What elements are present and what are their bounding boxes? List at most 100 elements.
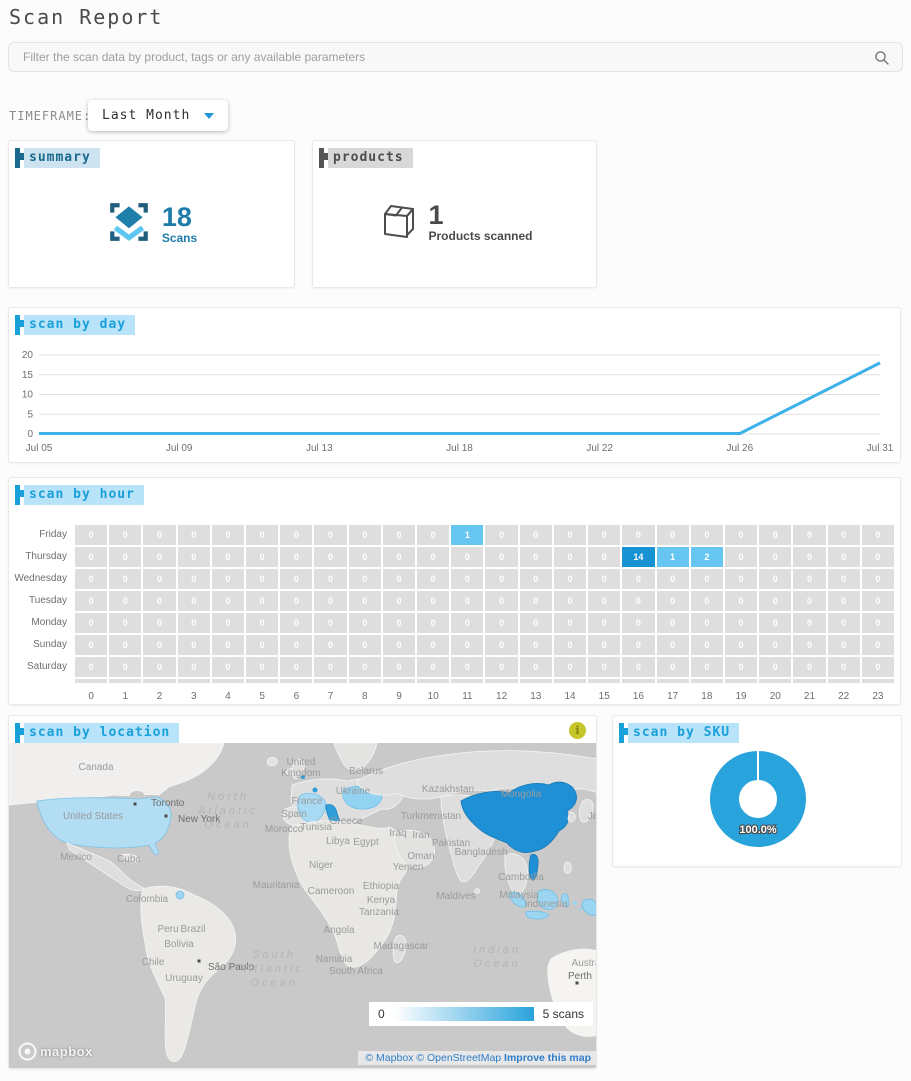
- map-country-label: Morocco: [265, 824, 304, 835]
- heatmap-cell: 0: [246, 569, 279, 589]
- heatmap-cell: [724, 679, 758, 683]
- heatmap-cell: 0: [519, 525, 552, 545]
- world-map[interactable]: Canada United States Mexico Cuba Colombia Per…: [9, 743, 596, 1068]
- mapbox-attribution-link[interactable]: © Mapbox: [365, 1052, 414, 1064]
- y-axis-tick: 15: [22, 370, 34, 381]
- heatmap-row: Thursday 0 0 0 0 0 0 0 0 0 0 0 0 0 0 0 0 14 1 2 0 0 0 0 0: [9, 547, 902, 567]
- map-country-label: Kenya: [367, 895, 396, 906]
- heatmap-cell: 0: [724, 525, 758, 545]
- map-country-label: Canada: [78, 762, 113, 773]
- heatmap-cell: [656, 679, 689, 683]
- heatmap-cell: 0: [759, 569, 792, 589]
- y-axis-tick: 0: [27, 429, 33, 440]
- filter-input[interactable]: [9, 43, 902, 71]
- map-attribution: © Mapbox © OpenStreetMap Improve this ma…: [358, 1051, 596, 1065]
- summary-card: summary 18 Scans: [8, 140, 295, 288]
- heatmap-cell: [211, 679, 245, 683]
- mapbox-logo[interactable]: mapbox: [18, 1042, 93, 1061]
- heatmap-row-label: Monday: [31, 617, 67, 628]
- map-city-label: Perth: [568, 971, 592, 982]
- map-country-label: Angola: [323, 925, 355, 936]
- map-color-legend: 0 5 scans: [369, 1002, 593, 1026]
- heatmap-cell: 0: [622, 613, 655, 633]
- hour-axis-tick: 4: [225, 691, 231, 702]
- heatmap-cell: 0: [793, 635, 826, 655]
- products-count-label: Products scanned: [428, 229, 533, 243]
- heatmap-cell: 0: [75, 569, 108, 589]
- heatmap-cell: 0: [690, 613, 723, 633]
- heatmap-cell: 0: [519, 547, 552, 567]
- hour-axis-tick: 1: [122, 691, 129, 702]
- map-country-label: Iran: [412, 830, 429, 841]
- heatmap-cell: 0: [656, 591, 689, 611]
- x-axis-tick: Jul 31: [867, 443, 894, 454]
- heatmap-cell: 0: [109, 547, 142, 567]
- heatmap-cell: 0: [109, 635, 142, 655]
- tag-marker-icon: [15, 148, 24, 168]
- heatmap-cell: 0: [177, 657, 210, 677]
- heatmap-cell: [143, 679, 176, 683]
- map-country-label: Uruguay: [165, 973, 203, 984]
- heatmap-cell: 0: [314, 591, 347, 611]
- heatmap-row-label: Thursday: [25, 551, 67, 562]
- hour-axis-tick: 9: [396, 691, 402, 702]
- heatmap-cell: 0: [211, 657, 245, 677]
- heatmap-cell: 0: [827, 613, 860, 633]
- heatmap-cell: 0: [690, 635, 723, 655]
- heatmap-cell: 0: [417, 635, 450, 655]
- heatmap-cell: 0: [246, 613, 279, 633]
- heatmap-cell: 0: [382, 525, 416, 545]
- map-country-label: Kingdom: [281, 768, 320, 779]
- hour-axis-tick: 7: [327, 691, 334, 702]
- heatmap-cell: 0: [827, 547, 860, 567]
- heatmap-cell: 0: [759, 657, 792, 677]
- heatmap-row: Tuesday 0 0 0 0 0 0 0 0 0 0 0 0 0 0 0 0 0 0 0 0 0 0 0 0: [9, 591, 902, 611]
- heatmap-cell: 0: [485, 657, 518, 677]
- heatmap-cell: 0: [211, 525, 245, 545]
- heatmap-cell: 0: [861, 547, 894, 567]
- heatmap-cell: 0: [827, 657, 860, 677]
- scan-by-location-header: scan by location: [15, 723, 180, 743]
- heatmap-cell: 0: [519, 613, 552, 633]
- map-country-label: Bolivia: [164, 939, 194, 950]
- heatmap-cell: 0: [211, 591, 245, 611]
- hour-axis-tick: 3: [190, 691, 197, 702]
- search-icon[interactable]: [874, 50, 890, 71]
- heatmap-cell: 0: [348, 569, 381, 589]
- heatmap-cell: [348, 679, 381, 683]
- scan-by-day-header: scan by day: [15, 315, 136, 335]
- heatmap-cell: 0: [759, 525, 792, 545]
- heatmap-cell: 0: [588, 635, 621, 655]
- heatmap-cell: 0: [314, 547, 347, 567]
- x-axis-tick: Jul 05: [26, 443, 53, 454]
- heatmap-cell: 0: [553, 591, 587, 611]
- legend-gradient-bar: [393, 1007, 534, 1021]
- map-country-label: Bangladesh: [455, 847, 508, 858]
- info-icon[interactable]: i: [569, 722, 586, 739]
- heatmap-cell: 0: [622, 591, 655, 611]
- mapbox-logo-icon: [18, 1042, 37, 1061]
- heatmap-cell: 0: [553, 569, 587, 589]
- heatmap-cell: 0: [109, 591, 142, 611]
- map-country-label: Oman: [407, 851, 434, 862]
- products-card: products 1 Products scanned: [312, 140, 597, 288]
- map-ocean-label: South Atlantic Ocean: [243, 949, 304, 989]
- osm-attribution-link[interactable]: © OpenStreetMap: [416, 1052, 502, 1064]
- scan-count: 18: [161, 202, 192, 232]
- improve-map-link[interactable]: Improve this map: [504, 1052, 591, 1064]
- heatmap-cell: 0: [759, 613, 792, 633]
- hour-axis-tick: 8: [361, 691, 368, 702]
- heatmap-cell: 0: [861, 569, 894, 589]
- heatmap-cell: 0: [246, 657, 279, 677]
- heatmap-cell: 0: [177, 547, 210, 567]
- summary-card-header: summary: [15, 148, 100, 168]
- heatmap-cell: 0: [382, 569, 416, 589]
- map-country-label: Indonesia: [524, 899, 568, 910]
- map-city-dot: [164, 814, 168, 818]
- heatmap-cell: 0: [246, 547, 279, 567]
- tag-marker-icon: [15, 315, 24, 335]
- map-country-label: Ethiopia: [363, 881, 400, 892]
- heatmap-cell: 0: [588, 591, 621, 611]
- map-city-dot: [575, 981, 579, 985]
- timeframe-dropdown[interactable]: Last Month: [88, 100, 229, 131]
